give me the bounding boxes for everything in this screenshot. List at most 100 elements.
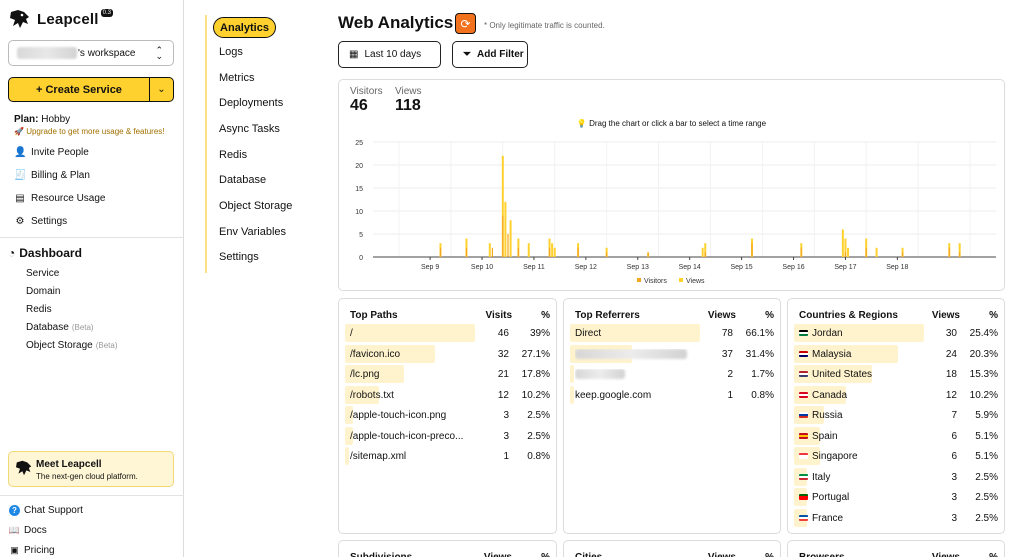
table-row[interactable]: /robots.txt 12 10.2% — [345, 385, 550, 404]
legend-swatch-visitors — [637, 278, 641, 282]
row-label: Russia — [799, 410, 929, 421]
table-row[interactable]: keep.google.com 1 0.8% — [570, 385, 774, 404]
row-label — [575, 369, 705, 381]
flag-icon — [799, 453, 808, 459]
visitors-bar — [507, 234, 509, 257]
table-row[interactable]: /lc.png 21 17.8% — [345, 365, 550, 383]
tab-analytics[interactable]: Analytics — [213, 17, 276, 38]
sidebar-item-billing[interactable]: 🧾 Billing & Plan — [14, 170, 90, 181]
table-row[interactable]: Canada 12 10.2% — [794, 385, 998, 404]
row-label: Portugal — [799, 492, 929, 503]
brand[interactable]: Leapcell 0.3 — [9, 9, 113, 29]
lightbulb-icon: 💡 — [576, 119, 587, 128]
row-label: Canada — [799, 390, 929, 401]
sidebar-item-resource-usage[interactable]: ▤ Resource Usage — [14, 193, 105, 204]
table-row[interactable]: 2 1.7% — [570, 365, 774, 383]
sidebar: Leapcell 0.3 's workspace ⌃ ⌄ + Create Se… — [0, 0, 184, 557]
table-row[interactable]: Direct 78 66.1% — [570, 324, 774, 342]
table-row[interactable]: Italy 3 2.5% — [794, 467, 998, 486]
table-row[interactable]: Malaysia 24 20.3% — [794, 344, 998, 363]
sidebar-item-label: Billing & Plan — [31, 170, 90, 181]
table-row[interactable]: Russia 7 5.9% — [794, 406, 998, 424]
tab-logs[interactable]: Logs — [219, 46, 243, 58]
row-label: /robots.txt — [350, 390, 480, 401]
table-row[interactable]: /apple-touch-icon-preco... 3 2.5% — [345, 426, 550, 445]
row-value: 1 — [503, 451, 509, 462]
column-header: % — [541, 310, 550, 321]
table-row[interactable]: Jordan 30 25.4% — [794, 324, 998, 342]
views-bar — [488, 243, 491, 257]
tab-async-tasks[interactable]: Async Tasks — [219, 123, 280, 135]
flag-icon — [799, 432, 808, 439]
traffic-bar-chart[interactable]: 0 5 10 15 20 25 Sep 9 Sep 10 Sep 11 Sep 12 Sep 13 S… — [339, 80, 1004, 290]
table-row[interactable]: France 3 2.5% — [794, 508, 998, 527]
row-percent: 10.2% — [521, 389, 550, 401]
table-row[interactable]: /favicon.ico 32 27.1% — [345, 344, 550, 363]
views-bar — [841, 229, 844, 257]
row-label — [575, 348, 705, 361]
upgrade-link[interactable]: 🚀 Upgrade to get more usage & features! — [14, 127, 165, 136]
dashboard-item-service[interactable]: Service — [26, 268, 59, 279]
table-row[interactable]: /sitemap.xml 1 0.8% — [345, 447, 550, 465]
row-label-text: Singapore — [812, 451, 858, 462]
refresh-icon: ⟳ — [460, 16, 471, 31]
row-value: 32 — [497, 348, 509, 360]
dashboard-item-domain[interactable]: Domain — [26, 286, 60, 297]
table-row[interactable]: /apple-touch-icon.png 3 2.5% — [345, 406, 550, 424]
table-row[interactable]: Portugal 3 2.5% — [794, 488, 998, 506]
row-percent: 31.4% — [745, 348, 774, 360]
table-title: Top Referrers — [575, 310, 640, 321]
receipt-icon: 🧾 — [14, 170, 27, 181]
visitors-bar — [502, 215, 504, 257]
row-value: 37 — [721, 348, 733, 360]
create-service-dropdown-button[interactable]: ⌄ — [150, 78, 173, 101]
tab-env-variables[interactable]: Env Variables — [219, 226, 287, 238]
row-share-bar — [345, 365, 405, 383]
pricing-link[interactable]: ▣ Pricing — [9, 545, 54, 556]
row-label-text: United States — [812, 369, 873, 380]
views-value: 118 — [395, 97, 421, 114]
dashboard-item-database[interactable]: Database (Beta) — [26, 322, 94, 333]
chart-icon: ▤ — [15, 193, 25, 204]
dashboard-label: Dashboard — [19, 246, 82, 260]
chat-support-link[interactable]: ? Chat Support — [9, 505, 83, 516]
tab-metrics[interactable]: Metrics — [219, 72, 255, 84]
add-filter-button[interactable]: ⏷ Add Filter — [452, 41, 528, 68]
row-label-text: Russia — [812, 410, 843, 421]
row-value: 30 — [945, 328, 957, 339]
tab-object-storage[interactable]: Object Storage — [219, 200, 293, 212]
sidebar-item-settings[interactable]: ⚙ Settings — [14, 216, 68, 227]
row-value: 24 — [945, 348, 957, 360]
row-label: /lc.png — [350, 369, 480, 380]
dashboard-item-object-storage[interactable]: Object Storage (Beta) — [26, 340, 118, 351]
table-row[interactable]: United States 18 15.3% — [794, 365, 998, 383]
docs-label: Docs — [24, 525, 47, 536]
tab-database[interactable]: Database — [219, 174, 267, 186]
dashboard-heading[interactable]: ◔ Dashboard — [8, 246, 82, 260]
plan-value: Hobby — [41, 114, 71, 125]
workspace-selector[interactable]: 's workspace ⌃ ⌄ — [8, 40, 174, 66]
dashboard-item-redis[interactable]: Redis — [26, 304, 52, 315]
table-row[interactable]: 37 31.4% — [570, 344, 774, 363]
create-service-button[interactable]: + Create Service — [9, 78, 150, 101]
tab-redis[interactable]: Redis — [219, 149, 248, 161]
dashboard-item-label: Redis — [26, 304, 52, 315]
table-row[interactable]: Singapore 6 5.1% — [794, 447, 998, 465]
sidebar-item-invite-people[interactable]: 👤 Invite People — [14, 147, 89, 158]
refresh-button[interactable]: ⟳ — [455, 13, 476, 34]
legend-swatch-views — [679, 278, 683, 282]
docs-link[interactable]: 📖 Docs — [9, 525, 47, 536]
meet-leapcell-card[interactable]: Meet Leapcell The next-gen cloud platfor… — [8, 451, 174, 487]
table-row[interactable]: Spain 6 5.1% — [794, 426, 998, 445]
table-row[interactable]: / 46 39% — [345, 324, 550, 342]
column-header: Views — [932, 552, 960, 557]
tab-deployments[interactable]: Deployments — [219, 97, 284, 109]
upgrade-label: Upgrade to get more usage & features! — [26, 127, 165, 136]
views-bar — [527, 243, 530, 257]
service-subnav: Analytics Logs Metrics Deployments Async… — [205, 15, 315, 273]
date-range-button[interactable]: ▦ Last 10 days — [338, 41, 441, 68]
row-percent: 2.5% — [527, 430, 550, 442]
leapcell-logo-icon — [10, 10, 29, 28]
tab-settings[interactable]: Settings — [219, 251, 259, 263]
y-tick-label: 0 — [359, 255, 363, 262]
